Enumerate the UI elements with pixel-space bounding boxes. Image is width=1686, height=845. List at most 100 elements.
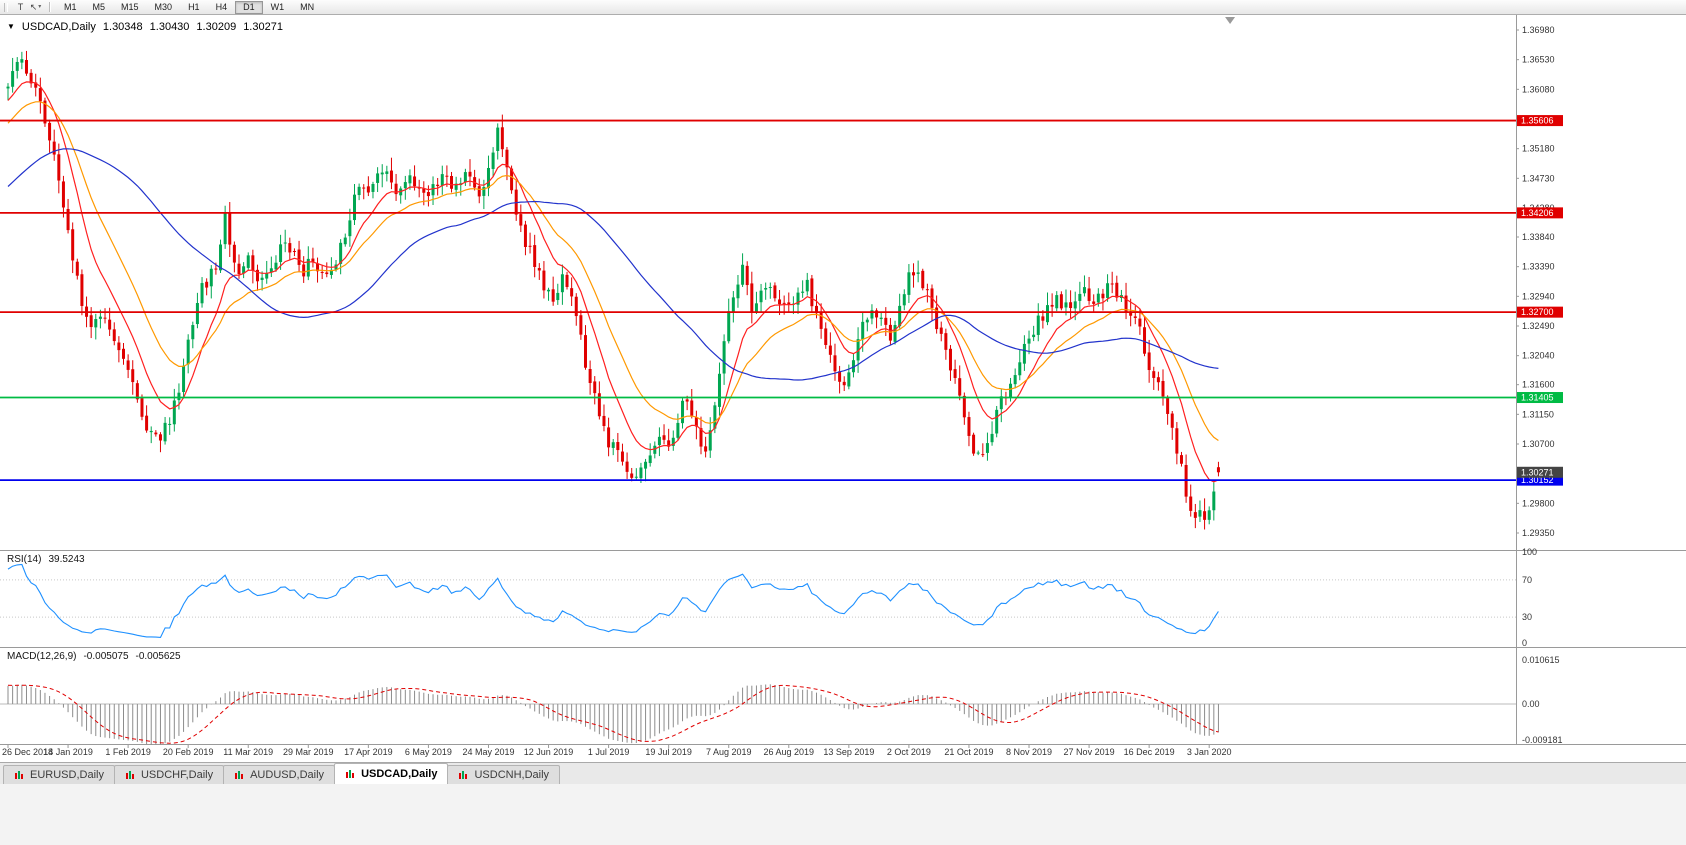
chart-shift-marker-icon[interactable] (1225, 17, 1236, 24)
tab-label: USDCAD,Daily (361, 768, 438, 780)
date-tick-label: 26 Aug 2019 (763, 747, 814, 757)
candle-body (542, 270, 546, 291)
candle-body (311, 258, 315, 262)
tab-audusd[interactable]: AUDUSD,Daily (223, 765, 336, 784)
candle-body (884, 317, 888, 325)
toolbar-grip[interactable] (4, 2, 8, 12)
candle-body (579, 315, 583, 335)
candle-body (205, 281, 209, 288)
timeframe-button-w1[interactable]: W1 (263, 1, 293, 14)
candle-body (232, 244, 236, 263)
timeframe-button-h4[interactable]: H4 (208, 1, 236, 14)
candle-body (362, 187, 366, 189)
candle-body (417, 187, 421, 189)
candle-body (782, 302, 786, 304)
candle-body (108, 319, 112, 330)
candle-body (851, 360, 855, 373)
candle-body (801, 291, 805, 293)
candle-body (182, 365, 186, 393)
candle-body (389, 170, 393, 183)
price-chart-canvas[interactable]: 1.369801.365301.360801.356301.351801.347… (0, 15, 1686, 760)
timeframe-button-mn[interactable]: MN (292, 1, 322, 14)
candle-body (242, 266, 246, 274)
timeframe-button-m15[interactable]: M15 (113, 1, 147, 14)
date-tick-label: 6 May 2019 (405, 747, 452, 757)
candle-body (1143, 327, 1147, 354)
candle-body (764, 288, 768, 290)
candle-body (366, 186, 370, 193)
candle-body (214, 268, 218, 270)
candle-body (556, 292, 560, 301)
tab-eurusd[interactable]: EURUSD,Daily (3, 765, 115, 784)
objects-tool-icon[interactable]: ↖ ▾ (28, 1, 43, 14)
workspace-empty-area (0, 784, 1686, 845)
candle-body (353, 194, 356, 221)
price-tick-label: 1.33390 (1522, 262, 1555, 272)
candle-body (995, 409, 999, 434)
candle-body (306, 258, 310, 277)
tab-usdcnh[interactable]: USDCNH,Daily (447, 765, 561, 784)
candle-body (630, 473, 634, 478)
candle-body (842, 381, 846, 386)
candle-body (1046, 305, 1049, 323)
candle-body (288, 243, 292, 253)
timeframe-button-h1[interactable]: H1 (180, 1, 208, 14)
rsi-value: 39.5243 (48, 554, 85, 565)
drawing-tools-group: T ↖ ▾ (13, 1, 43, 14)
price-tick-label: 1.36980 (1522, 25, 1555, 35)
timeframe-button-m30[interactable]: M30 (147, 1, 181, 14)
candle-body (985, 443, 989, 453)
candle-body (685, 399, 689, 402)
macd-main-value: -0.005075 (83, 651, 129, 662)
tab-usdchf[interactable]: USDCHF,Daily (113, 765, 225, 784)
candle-body (939, 327, 943, 334)
candle-body (699, 428, 703, 447)
candle-body (38, 88, 42, 102)
candle-body (727, 311, 731, 342)
candle-body (486, 167, 490, 189)
tab-usdcad[interactable]: USDCAD,Daily (334, 763, 449, 784)
macd-indicator-label: MACD(12,26,9) -0.005075 -0.005625 (7, 651, 181, 662)
candle-body (1106, 283, 1110, 298)
timeframe-button-m5[interactable]: M5 (85, 1, 114, 14)
candle-body (1096, 293, 1100, 303)
candle-body (357, 186, 361, 196)
chart-tab-icon (15, 770, 23, 779)
candle-body (620, 451, 624, 462)
candle-body (237, 263, 241, 274)
date-tick-label: 1 Feb 2019 (105, 747, 151, 757)
macd-axis-label: 0.010615 (1522, 655, 1560, 665)
rsi-axis-label: 70 (1522, 575, 1532, 585)
candle-body (75, 261, 79, 276)
price-tick-label: 1.29800 (1522, 498, 1555, 508)
candle-body (1138, 318, 1142, 327)
timeframe-button-d1[interactable]: D1 (235, 0, 263, 14)
price-level-badge-bg (1517, 207, 1563, 219)
price-tick-label: 1.32490 (1522, 321, 1555, 331)
price-level-badge-bg (1517, 306, 1563, 318)
date-tick-label: 11 Mar 2019 (223, 747, 273, 757)
candle-body (754, 303, 758, 312)
macd-axis: 0.010615 0.00 -0.009181 (1522, 655, 1563, 745)
candle-body (893, 324, 897, 342)
candle-body (496, 127, 500, 151)
date-tick-label: 17 Apr 2019 (344, 747, 393, 757)
candle-body (186, 339, 190, 365)
ma-fast-line (7, 81, 1219, 483)
candle-body (778, 299, 782, 305)
chart-window[interactable]: 1.369801.365301.360801.356301.351801.347… (0, 15, 1686, 760)
candle-body (297, 249, 301, 265)
macd-signal-value: -0.005625 (135, 651, 181, 662)
candle-body (653, 445, 657, 454)
candle-body (865, 319, 869, 323)
timeframe-button-m1[interactable]: M1 (56, 1, 85, 14)
candle-body (912, 272, 916, 276)
date-tick-label: 12 Jun 2019 (524, 747, 574, 757)
candle-body (1032, 334, 1036, 338)
candle-body (1198, 510, 1202, 517)
macd-axis-label: -0.009181 (1522, 735, 1563, 745)
candle-body (805, 279, 809, 292)
ohlc-collapse-icon[interactable]: ▼ (7, 22, 15, 31)
text-tool-icon[interactable]: T (13, 1, 28, 14)
